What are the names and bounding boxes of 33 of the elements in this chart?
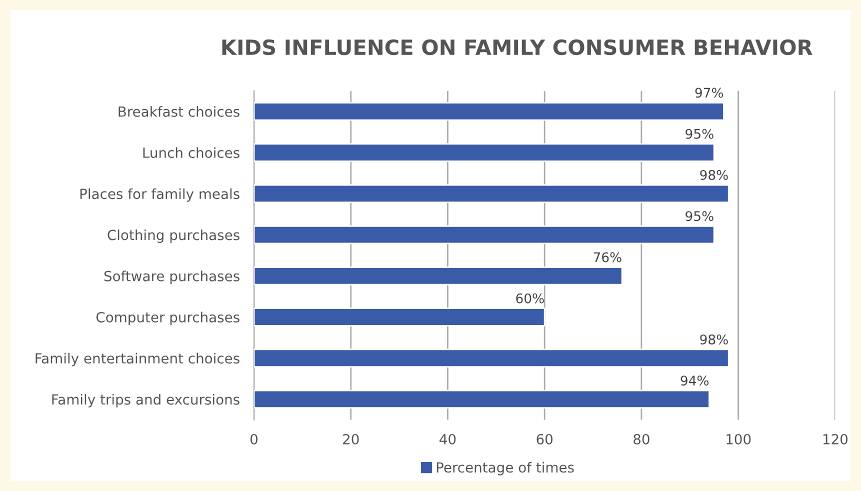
- y-tick-label: Clothing purchases: [108, 229, 240, 243]
- bar: [254, 102, 724, 121]
- legend-label: Percentage of times: [436, 462, 574, 476]
- x-tick-label: 20: [343, 434, 359, 444]
- bar: [254, 308, 546, 326]
- y-tick-label: Family entertainment choices: [36, 352, 240, 366]
- bar: [254, 390, 710, 409]
- x-tick-label: 80: [634, 434, 650, 444]
- y-tick-label: Software purchases: [104, 270, 240, 284]
- bar: [254, 225, 715, 244]
- bar: [254, 348, 730, 368]
- chart-title: KIDS INFLUENCE ON FAMILY CONSUMER BEHAVIOR: [222, 39, 812, 56]
- y-tick-label: Computer purchases: [96, 312, 240, 326]
- x-tick-label: 60: [536, 434, 552, 444]
- data-label: 97%: [695, 88, 724, 98]
- x-tick-label: 100: [726, 434, 751, 444]
- x-tick-label: 40: [440, 434, 456, 444]
- data-label: 95%: [686, 128, 714, 139]
- data-label: 60%: [516, 293, 544, 304]
- bar: [254, 143, 715, 162]
- x-tick-label: 120: [823, 434, 848, 444]
- y-tick-label: Lunch choices: [143, 147, 240, 158]
- bar: [254, 266, 623, 286]
- data-label: 98%: [700, 334, 728, 344]
- y-tick-label: Places for family meals: [80, 188, 240, 202]
- x-tick-label: 0: [250, 434, 258, 444]
- y-tick-label: Family trips and excursions: [52, 394, 240, 408]
- data-label: 94%: [680, 376, 709, 386]
- data-label: 95%: [686, 211, 714, 222]
- y-tick-label: Breakfast choices: [118, 106, 240, 117]
- bar: [254, 184, 730, 203]
- data-label: 76%: [594, 252, 622, 262]
- data-label: 98%: [700, 170, 728, 180]
